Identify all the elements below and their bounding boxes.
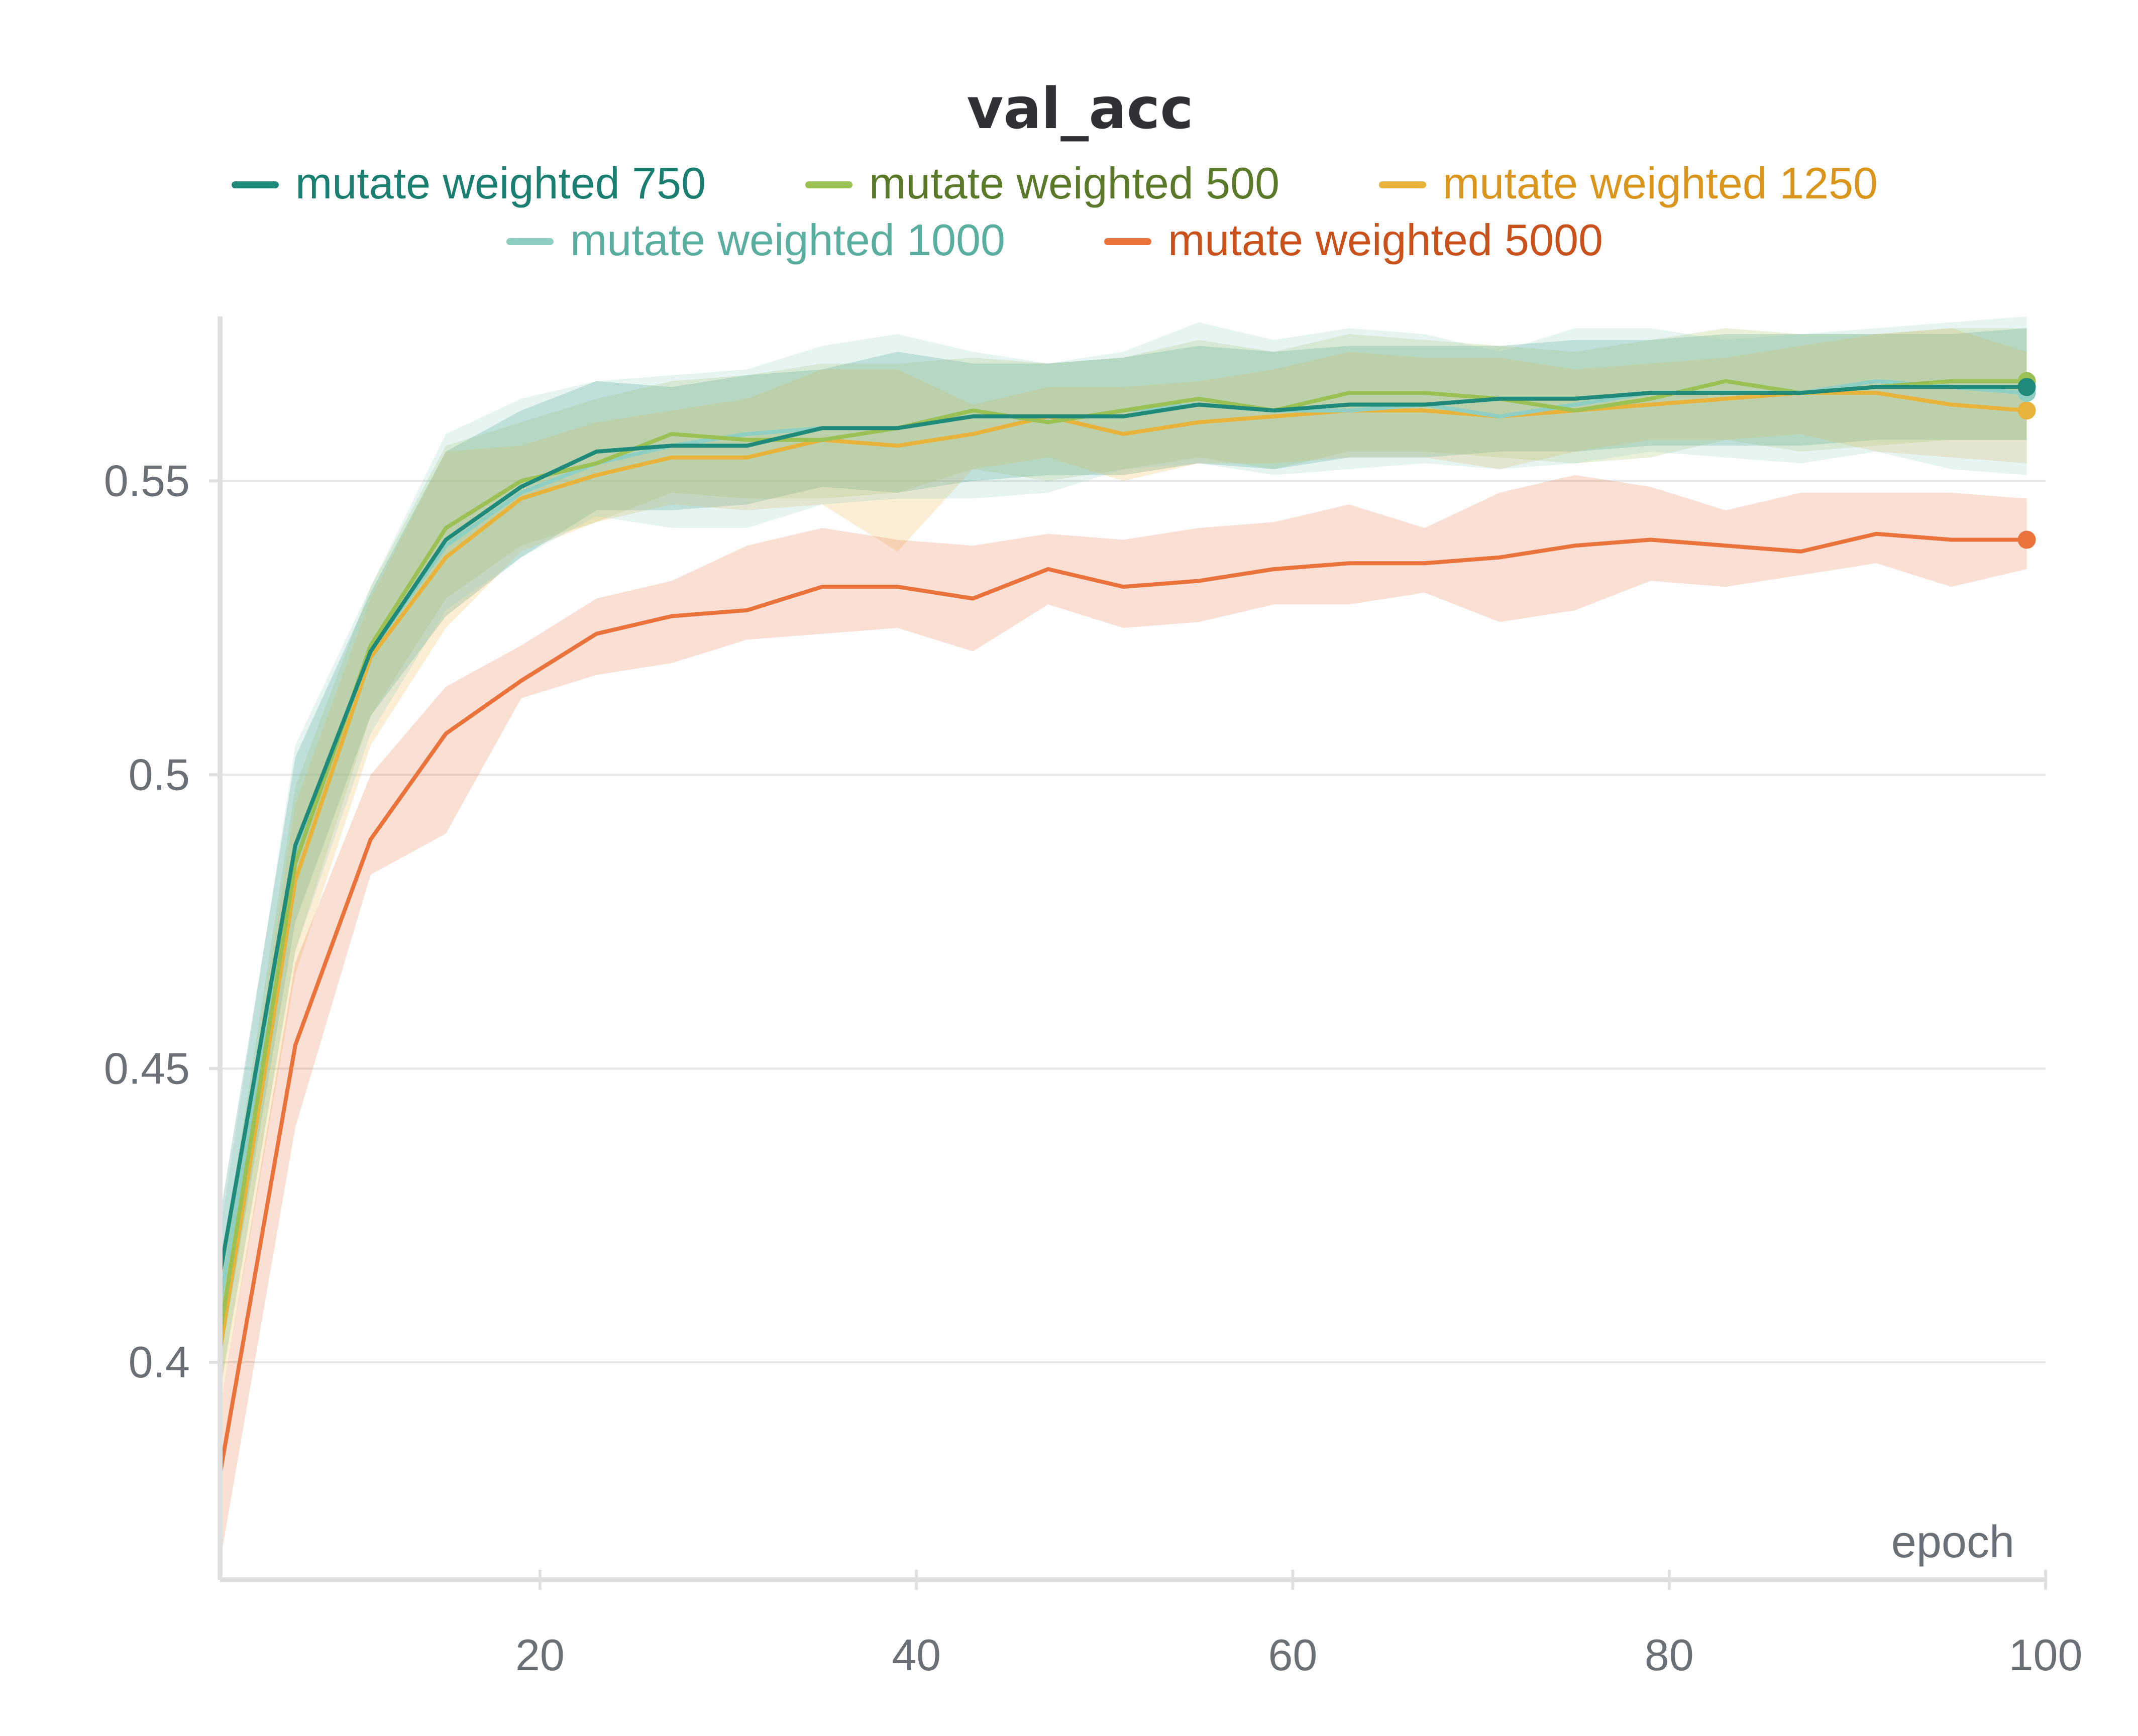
end-points	[2017, 372, 2036, 549]
legend-label: mutate weighted 500	[869, 158, 1279, 208]
axes: 0.4 0.45 0.5 0.55 20 40 60 80 100	[104, 316, 2083, 1680]
legend-item[interactable]: mutate weighted 1000	[506, 215, 1005, 265]
series-end-point[interactable]	[2017, 401, 2036, 420]
legend-item[interactable]: mutate weighted 500	[805, 158, 1279, 208]
legend-label: mutate weighted 5000	[1168, 215, 1603, 265]
x-tick-label: 80	[1645, 1630, 1694, 1680]
legend-item[interactable]: mutate weighted 750	[232, 158, 706, 208]
x-tick-label: 100	[2009, 1630, 2083, 1680]
series-end-point[interactable]	[2017, 378, 2036, 396]
confidence-band	[220, 328, 2027, 1363]
chart-title: val_acc	[967, 76, 1193, 142]
series-line[interactable]	[218, 385, 2029, 1276]
y-tick-label: 0.4	[129, 1337, 190, 1387]
legend-label: mutate weighted 1000	[570, 215, 1005, 265]
series-line[interactable]	[218, 531, 2029, 1476]
legend-item[interactable]: mutate weighted 5000	[1104, 215, 1603, 265]
legend: mutate weighted 750 mutate weighted 500 mu…	[232, 158, 1878, 265]
x-axis-label: epoch	[1891, 1517, 2014, 1567]
series-line[interactable]	[218, 379, 2029, 1335]
series-end-point[interactable]	[2017, 530, 2036, 549]
x-tick-label: 40	[892, 1630, 941, 1680]
y-tick-label: 0.45	[104, 1043, 190, 1093]
x-tick-label: 20	[515, 1630, 565, 1680]
legend-label: mutate weighted 1250	[1443, 158, 1878, 208]
confidence-band	[220, 328, 2027, 1392]
confidence-band	[220, 328, 2027, 1409]
series-lines	[218, 379, 2029, 1476]
y-tick-label: 0.55	[104, 456, 190, 506]
confidence-band	[220, 475, 2027, 1562]
legend-item[interactable]: mutate weighted 1250	[1379, 158, 1878, 208]
legend-label: mutate weighted 750	[295, 158, 706, 208]
grid	[220, 480, 2046, 1364]
confidence-bands	[220, 316, 2027, 1562]
series-line[interactable]	[218, 391, 2029, 1353]
y-tick-label: 0.5	[129, 749, 190, 799]
x-tick-label: 60	[1268, 1630, 1317, 1680]
confidence-band	[220, 316, 2027, 1392]
